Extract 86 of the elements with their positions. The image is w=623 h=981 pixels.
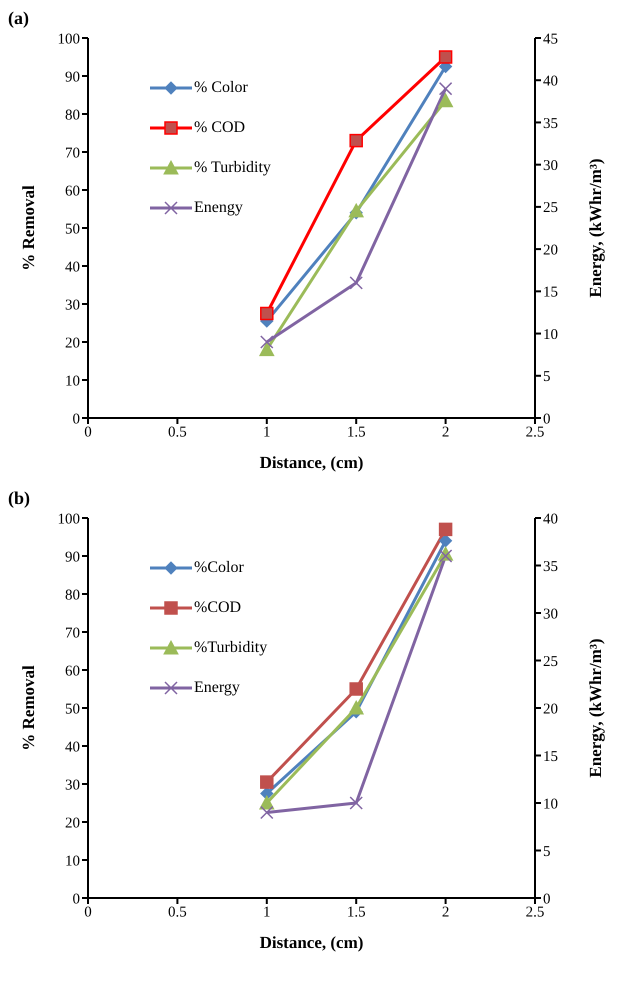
point	[439, 534, 452, 548]
y-tick-label: 30	[65, 777, 80, 794]
y2-axis-title: Energy, (kWhr/m³)	[586, 158, 606, 298]
y2-tick-label: 5	[543, 844, 550, 860]
point	[348, 700, 364, 714]
x-tick-label: 0	[84, 424, 92, 441]
y2-tick-label: 30	[543, 606, 558, 622]
x-tick-label: 1	[263, 424, 271, 441]
y-tick-label: 60	[65, 663, 80, 680]
y-tick-label: 0	[72, 891, 80, 908]
legend-label: % COD	[194, 119, 246, 137]
point	[349, 276, 363, 290]
y2-tick-label: 45	[543, 31, 558, 48]
y-tick-label: 70	[65, 145, 80, 162]
x-axis-title: Distance, (cm)	[260, 933, 364, 952]
legend-label: Enengy	[194, 199, 243, 217]
y-tick-label: 10	[65, 853, 80, 870]
legend-label: % Color	[194, 79, 248, 97]
y-tick-label: 100	[58, 31, 80, 48]
y-tick-label: 80	[65, 107, 80, 124]
legend-label: %Color	[194, 559, 244, 577]
point	[349, 682, 363, 696]
y2-tick-label: 40	[543, 74, 558, 90]
y2-tick-label: 10	[543, 796, 558, 812]
y-tick-label: 60	[65, 183, 80, 200]
point	[260, 806, 274, 820]
point	[348, 203, 364, 218]
y2-tick-label: 10	[543, 326, 558, 343]
y2-tick-label: 20	[543, 242, 558, 258]
y-tick-label: 30	[65, 297, 80, 314]
y2-tick-label: 20	[543, 701, 558, 718]
x-tick-label: 1.5	[346, 424, 366, 441]
y-tick-label: 70	[65, 625, 80, 642]
y2-axis-title: Energy, (kWhr/m³)	[586, 638, 606, 778]
y-tick-label: 40	[65, 739, 80, 756]
y-tick-label: 0	[72, 411, 80, 428]
point	[438, 93, 454, 108]
y-tick-label: 90	[65, 69, 80, 86]
point	[438, 82, 452, 96]
legend-label: %COD	[194, 599, 242, 617]
point	[349, 796, 363, 810]
y-axis-title: % Removal	[19, 665, 38, 751]
y-tick-label: 20	[65, 335, 80, 352]
y-tick-label: 10	[65, 373, 80, 390]
y-tick-label: 80	[65, 587, 80, 604]
x-tick-label: 2	[442, 424, 450, 441]
x-tick-label: 0	[84, 904, 92, 921]
x-tick-label: 2	[442, 904, 450, 921]
x-tick-label: 2.5	[526, 424, 544, 441]
y-tick-label: 90	[65, 549, 80, 566]
x-tick-label: 0.5	[168, 424, 187, 441]
x-tick-label: 2.5	[526, 904, 544, 921]
y2-tick-label: 25	[543, 654, 558, 670]
y-tick-label: 20	[65, 815, 80, 832]
chart-title: (b)	[8, 488, 30, 509]
point	[438, 549, 452, 563]
point	[260, 335, 274, 349]
x-tick-label: 1	[263, 904, 271, 921]
x-axis-title: Distance, (cm)	[260, 453, 364, 472]
y-tick-label: 50	[65, 701, 80, 718]
point	[260, 775, 274, 789]
y2-tick-label: 40	[543, 511, 558, 528]
y2-tick-label: 5	[543, 369, 550, 386]
legend-label: % Turbidity	[194, 159, 271, 177]
y-tick-label: 100	[58, 511, 80, 528]
y2-tick-label: 0	[543, 891, 550, 908]
y2-tick-label: 15	[543, 748, 558, 765]
legend-label: %Turbidity	[194, 639, 268, 657]
point	[349, 134, 363, 148]
y-tick-label: 40	[65, 259, 80, 276]
y2-tick-label: 35	[543, 558, 558, 575]
x-tick-label: 0.5	[168, 904, 187, 921]
point	[438, 50, 452, 64]
chart-title: (a)	[8, 8, 29, 29]
point	[438, 522, 452, 536]
y-axis-title: % Removal	[19, 185, 38, 271]
y2-tick-label: 15	[543, 284, 558, 301]
y-tick-label: 50	[65, 221, 80, 238]
y2-tick-label: 35	[543, 116, 558, 132]
legend-label: Energy	[194, 679, 240, 697]
y2-tick-label: 30	[543, 158, 558, 174]
point	[259, 342, 274, 356]
y2-tick-label: 0	[543, 411, 550, 428]
x-tick-label: 1.5	[346, 904, 366, 921]
point	[260, 306, 274, 320]
y2-tick-label: 25	[543, 200, 558, 216]
